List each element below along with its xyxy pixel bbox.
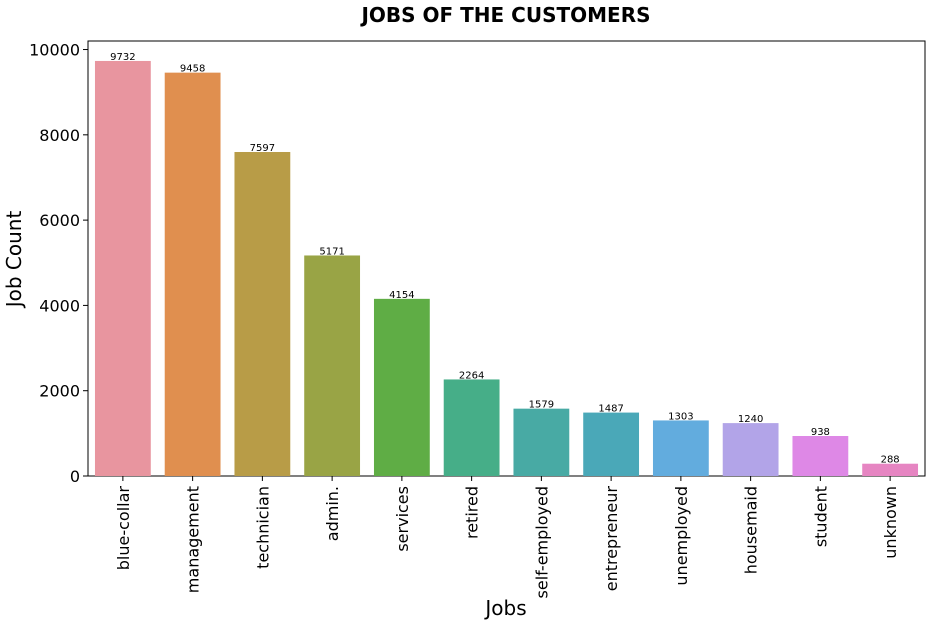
y-tick-label: 6000 <box>39 211 80 230</box>
bar-admin. <box>304 255 361 476</box>
bar-services <box>373 298 430 476</box>
bar-value-label: 9458 <box>180 64 205 75</box>
bar-value-label: 9732 <box>110 52 135 63</box>
x-tick-label: technician <box>253 486 272 569</box>
bar-value-label: 5171 <box>319 246 344 257</box>
y-tick-label: 0 <box>70 467 80 486</box>
y-tick-label: 8000 <box>39 126 80 145</box>
bar-value-label: 1303 <box>668 411 693 422</box>
bar-value-label: 1240 <box>738 414 763 425</box>
x-tick-label: management <box>184 486 203 593</box>
bar-value-label: 1487 <box>598 404 623 415</box>
bar-value-label: 288 <box>881 455 900 466</box>
x-tick-label: retired <box>463 486 482 539</box>
x-tick-label: entrepreneur <box>602 486 621 592</box>
chart-title: JOBS OF THE CUSTOMERS <box>359 3 650 27</box>
y-axis: 0 2000 4000 6000 8000 10000 <box>29 41 88 486</box>
bar-blue-collar <box>94 60 151 476</box>
bar-value-label: 2264 <box>459 370 484 381</box>
x-tick-label: services <box>393 486 412 552</box>
bar-technician <box>234 152 291 476</box>
x-tick-label: unemployed <box>672 486 691 586</box>
x-tick-label: blue-collar <box>114 486 133 571</box>
bar-management <box>164 72 221 477</box>
bar-value-label: 1579 <box>529 400 554 411</box>
bar-housemaid <box>722 423 779 476</box>
bar-retired <box>443 379 500 476</box>
y-tick-label: 10000 <box>29 41 80 60</box>
bar-value-labels: 9732 9458 7597 5171 4154 2264 1579 1487 1303 1240… <box>110 52 900 466</box>
bar-unknown <box>862 463 919 476</box>
y-tick-label: 2000 <box>39 382 80 401</box>
x-tick-label: self-employed <box>532 486 551 598</box>
x-tick-label: admin. <box>323 486 342 541</box>
bar-entrepreneur <box>583 412 640 476</box>
bar-self-employed <box>513 408 570 476</box>
x-tick-label: student <box>811 486 830 547</box>
bar-value-label: 938 <box>811 427 830 438</box>
bar-student <box>792 435 849 476</box>
x-axis-label: Jobs <box>483 596 526 620</box>
bar-value-label: 7597 <box>250 143 275 154</box>
y-axis-label: Job Count <box>2 211 26 310</box>
plot-frame <box>87 40 926 477</box>
x-axis: blue-collar management technician admin. ser… <box>114 476 900 598</box>
bar-value-label: 4154 <box>389 290 414 301</box>
bar-unemployed <box>652 420 709 476</box>
plot-area <box>87 40 926 477</box>
x-tick-label: housemaid <box>742 486 761 574</box>
x-tick-label: unknown <box>881 486 900 559</box>
bars <box>94 60 919 477</box>
y-tick-label: 4000 <box>39 296 80 315</box>
